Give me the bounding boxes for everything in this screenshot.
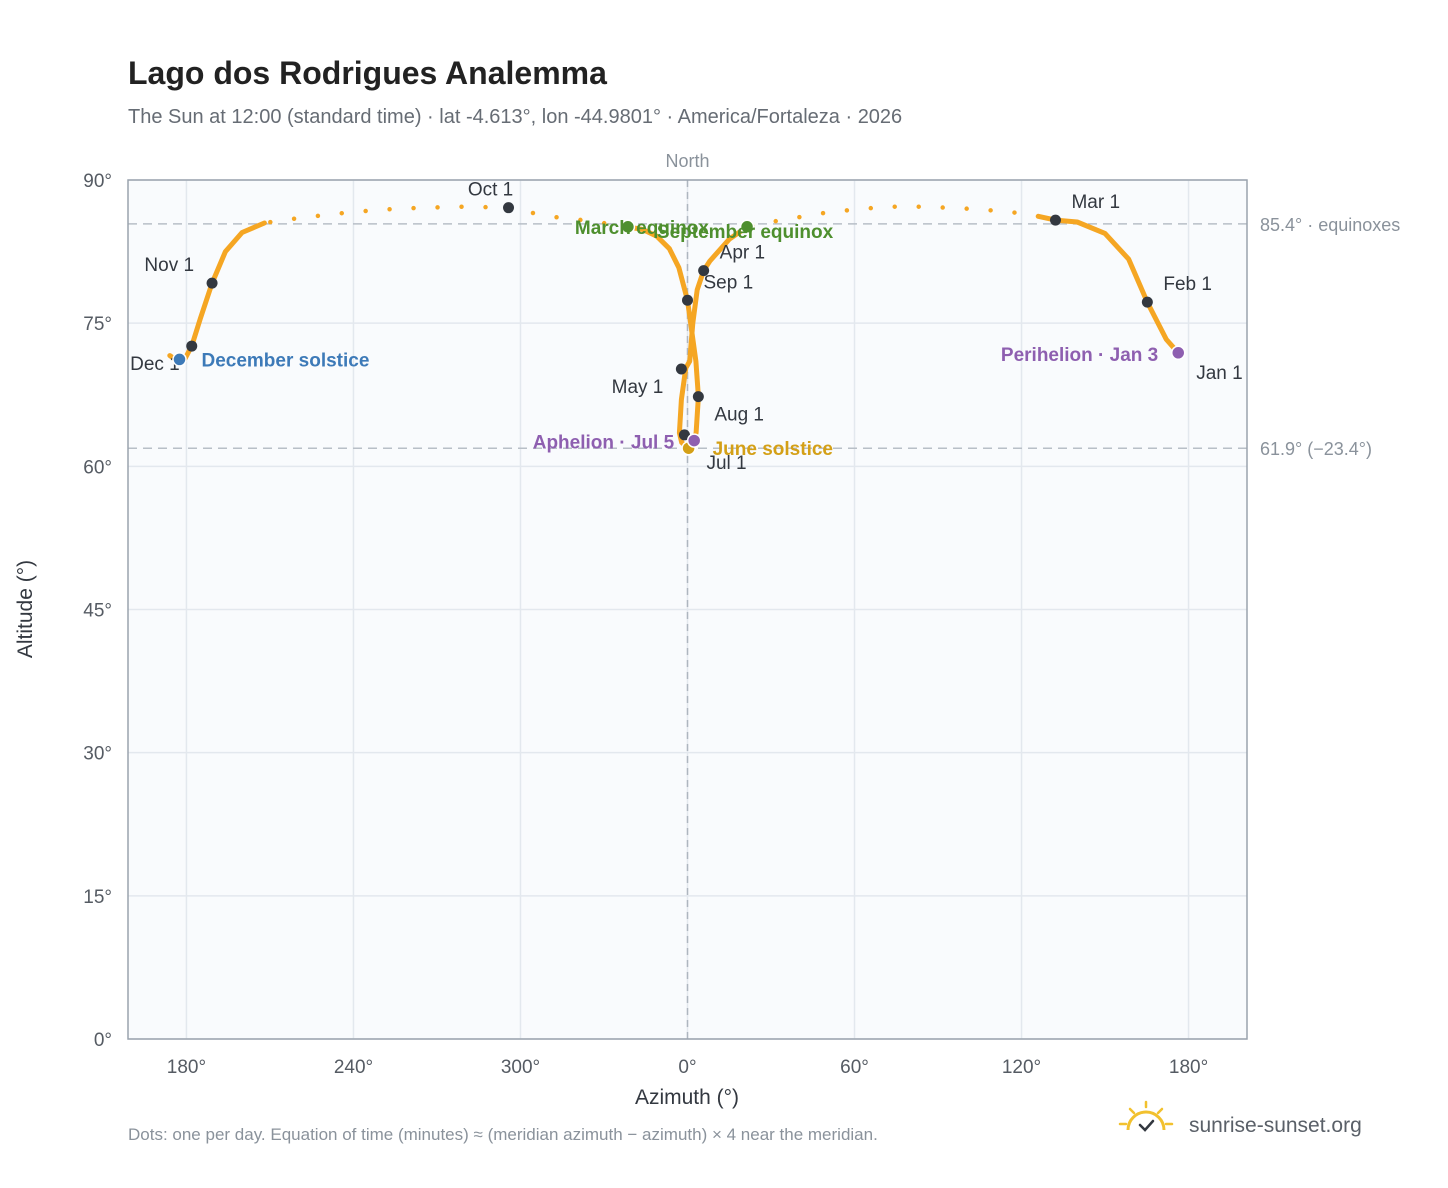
month-label: Apr 1 [720,243,765,264]
y-axis-label: Altitude (°) [14,560,37,658]
sun-logo-icon [1118,1100,1174,1132]
y-axis-ticks: 0° 15° 30° 45° 60° 75° 90° [83,171,112,1051]
north-meridian: North [665,151,710,1039]
x-tick-label: 300° [501,1057,540,1078]
y-tick-label: 15° [83,887,112,908]
month-label: Sep 1 [704,272,754,293]
event-markers: December solstice June solstice March equi… [172,218,1186,460]
reference-line-label: 85.4° · equinoxes [1260,215,1400,235]
event-dot [686,433,702,448]
event-label: Aphelion · Jul 5 [533,433,675,454]
chart-subtitle: The Sun at 12:00 (standard time) · lat -… [128,106,902,128]
brand-name: sunrise-sunset.org [1189,1114,1362,1137]
month-label: Jan 1 [1196,363,1242,384]
chart-title: Lago dos Rodrigues Analemma [128,55,607,91]
month-dot [1049,214,1061,226]
month-dot [186,340,198,352]
month-dot [682,294,693,306]
north-label: North [665,151,709,171]
x-axis-label: Azimuth (°) [635,1086,739,1109]
event-label: June solstice [713,439,833,460]
x-tick-label: 180° [167,1057,206,1078]
month-label: Mar 1 [1071,192,1120,213]
event-dot [1170,345,1186,361]
month-dot [698,265,710,277]
month-dot [678,429,690,441]
x-tick-label: 60° [840,1057,869,1078]
event-label: Perihelion · Jan 3 [1001,345,1158,366]
analemma-segment-dotted [744,204,1041,230]
y-tick-label: 0° [94,1030,112,1051]
month-label: Nov 1 [144,255,194,276]
month-dot [206,277,218,289]
y-tick-label: 60° [83,457,112,478]
month-dot [692,391,704,403]
month-label: Jul 1 [706,453,746,474]
event-dot [620,219,636,235]
x-tick-label: 180° [1169,1057,1208,1078]
month-dot [1141,296,1153,308]
y-tick-label: 30° [83,744,112,765]
event-label: December solstice [201,350,369,371]
reference-line-label: 61.9° (−23.4°) [1260,439,1372,459]
event-label: March equinox [575,218,710,239]
month-label: Dec 1 [130,354,180,375]
event-label: September equinox [657,222,834,243]
footnote: Dots: one per day. Equation of time (min… [128,1125,878,1144]
month-label: May 1 [612,377,664,398]
event-dot [739,219,755,235]
month-label: Feb 1 [1163,274,1212,295]
x-tick-label: 0° [678,1057,696,1078]
month-markers: Jan 1 Feb 1 Mar 1 Apr 1 May 1 Jul 1 Aug 1 Sep 1… [130,180,1243,474]
x-tick-label: 120° [1002,1057,1041,1078]
y-tick-label: 90° [83,171,112,192]
y-tick-label: 75° [83,314,112,335]
month-dot [675,363,687,375]
plot-frame [127,179,1248,1040]
x-axis-ticks: 180° 240° 300° 0° 60° 120° 180° [167,1057,1208,1078]
analemma-segment-dotted [262,204,631,230]
x-tick-label: 240° [334,1057,373,1078]
month-label: Oct 1 [468,180,513,201]
month-dot [503,202,515,214]
y-tick-label: 45° [83,601,112,622]
month-label: Aug 1 [714,405,764,426]
event-dot [172,352,187,367]
